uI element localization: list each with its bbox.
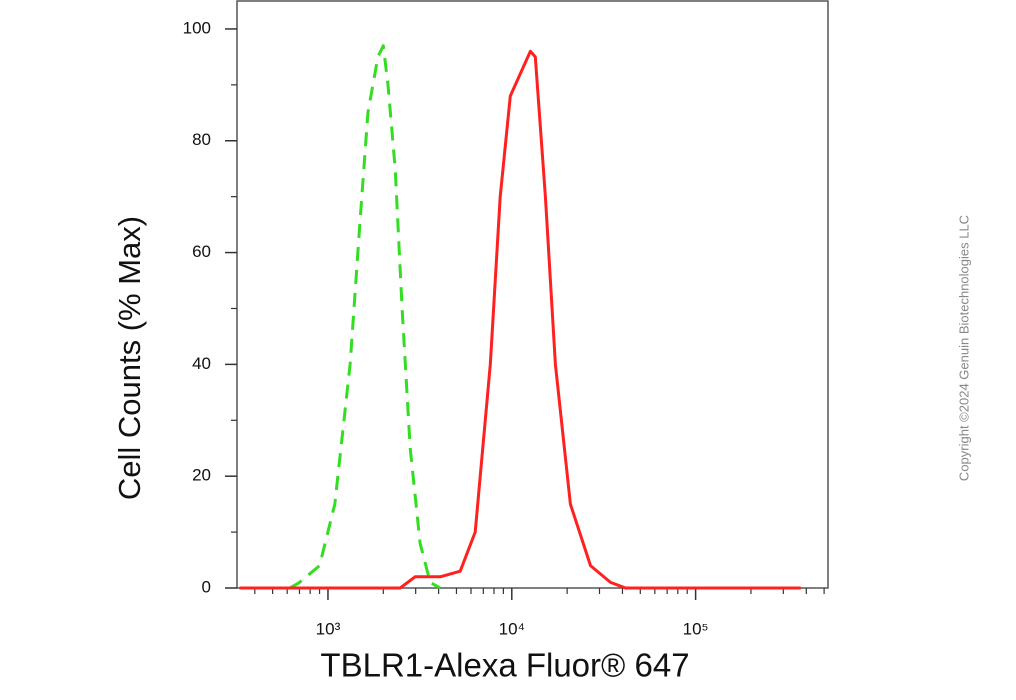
histogram-line (239, 49, 801, 590)
x-axis-title: TBLR1-Alexa Fluor® 647 (320, 647, 689, 684)
plot-frame (236, 0, 829, 589)
x-tick-label: 10⁵ (683, 619, 709, 638)
copyright: Copyright ©2024 Genuin Biotechnologies L… (956, 215, 971, 481)
y-axis-title: Cell Counts (% Max) (112, 216, 147, 500)
y-tick-label: 60 (192, 242, 211, 261)
y-tick-label: 40 (192, 354, 211, 373)
y-tick-label: 0 (202, 577, 211, 596)
x-tick-label: 10⁴ (499, 619, 525, 638)
y-tick-label: 100 (183, 18, 211, 37)
y-tick-label: 80 (192, 130, 211, 149)
histogram-line (289, 44, 441, 590)
y-tick-label: 20 (192, 466, 211, 485)
x-tick-label: 10³ (316, 619, 341, 638)
